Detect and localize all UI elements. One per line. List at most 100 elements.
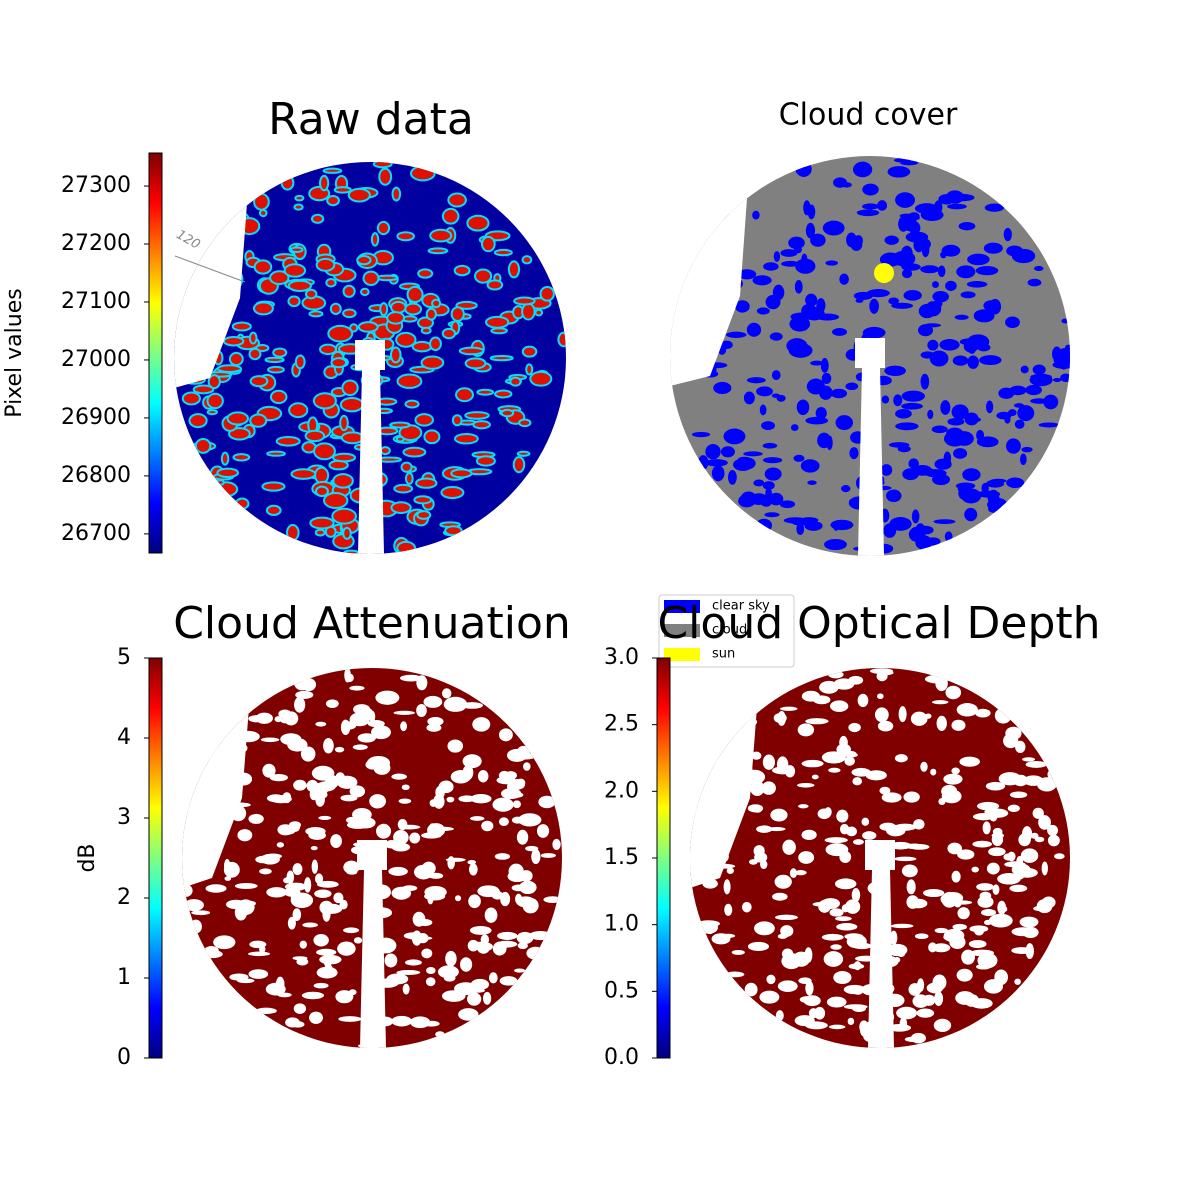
image-blob <box>772 284 785 301</box>
legend-swatch <box>664 600 700 613</box>
image-blob <box>1014 978 1021 985</box>
image-blob <box>249 375 269 388</box>
image-blob <box>816 298 826 313</box>
image-blob <box>891 302 914 309</box>
image-blob <box>1009 884 1028 893</box>
image-blob <box>934 991 944 1006</box>
image-blob <box>979 355 1002 366</box>
image-blob <box>957 907 970 920</box>
image-blob <box>390 501 412 514</box>
image-blob <box>211 884 222 890</box>
image-blob <box>255 855 272 864</box>
image-blob <box>255 1007 277 1014</box>
image-blob <box>1034 265 1044 272</box>
image-blob <box>220 451 230 466</box>
image-blob <box>952 900 973 905</box>
image-blob <box>429 228 453 243</box>
image-blob <box>900 160 919 166</box>
image-blob <box>826 435 833 451</box>
image-blob <box>462 754 482 769</box>
image-blob <box>462 764 474 781</box>
image-blob <box>375 690 400 705</box>
image-blob <box>762 442 778 449</box>
image-blob <box>447 192 467 208</box>
image-blob <box>417 933 429 944</box>
colorbar-label: dB <box>75 843 100 872</box>
image-blob <box>502 791 524 799</box>
image-blob <box>805 718 829 725</box>
image-blob <box>947 203 967 210</box>
image-blob <box>801 829 817 841</box>
image-blob <box>222 336 245 347</box>
image-blob <box>343 549 360 554</box>
image-blob <box>851 767 871 777</box>
image-blob <box>330 357 348 369</box>
image-blob <box>886 489 902 503</box>
image-blob <box>1038 815 1051 830</box>
image-blob <box>443 974 456 982</box>
image-blob <box>834 878 857 890</box>
image-blob <box>777 980 798 992</box>
colorbar-label: Pixel values <box>2 288 27 417</box>
grid-spoke <box>174 255 246 283</box>
image-blob <box>353 704 371 715</box>
image-blob <box>764 467 782 481</box>
colorbar-tick-label: 0.5 <box>604 978 639 1003</box>
image-blob <box>913 237 925 253</box>
image-blob <box>805 980 814 996</box>
image-blob <box>445 950 457 967</box>
image-blob <box>945 280 957 292</box>
image-blob <box>759 404 767 416</box>
image-blob <box>451 414 463 427</box>
image-blob <box>337 941 356 956</box>
image-blob <box>810 360 824 366</box>
image-blob <box>441 327 457 340</box>
image-blob <box>893 394 903 407</box>
colorbar <box>148 657 163 1059</box>
image-blob <box>335 772 346 785</box>
image-blob <box>290 468 317 480</box>
image-blob <box>977 801 1000 811</box>
image-blob <box>888 442 910 448</box>
image-blob <box>253 192 270 211</box>
image-blob <box>512 800 522 809</box>
image-blob <box>528 931 553 941</box>
image-blob <box>228 427 251 441</box>
image-blob <box>917 324 934 337</box>
image-blob <box>410 1016 431 1029</box>
image-blob <box>869 668 894 674</box>
colorbar-tick-label: 4 <box>117 725 131 750</box>
image-blob <box>934 458 952 470</box>
image-blob <box>406 285 424 304</box>
image-blob <box>800 459 820 473</box>
image-blob <box>536 824 550 838</box>
image-blob <box>291 1021 305 1028</box>
image-blob <box>409 832 421 844</box>
image-blob <box>1007 804 1020 813</box>
image-blob <box>339 899 348 910</box>
image-blob <box>751 751 762 760</box>
colorbar-tick-label: 1.0 <box>604 912 639 937</box>
image-blob <box>1015 740 1026 754</box>
image-blob <box>557 331 566 348</box>
image-blob <box>933 1018 952 1033</box>
image-blob <box>181 391 201 406</box>
image-blob <box>957 486 970 493</box>
image-blob <box>352 807 372 822</box>
image-blob <box>540 853 556 858</box>
image-blob <box>290 892 314 909</box>
image-blob <box>1047 770 1054 779</box>
image-blob <box>705 444 721 460</box>
image-blob <box>378 167 393 186</box>
image-blob <box>269 773 288 782</box>
image-blob <box>214 481 239 498</box>
image-blob <box>977 343 991 352</box>
image-blob <box>438 780 454 794</box>
image-blob <box>984 203 1004 212</box>
image-blob <box>756 825 773 833</box>
image-blob <box>798 977 812 984</box>
colorbar-tick-label: 26900 <box>61 405 131 430</box>
image-blob <box>283 711 299 726</box>
image-blob <box>770 808 788 822</box>
image-blob <box>890 930 898 946</box>
